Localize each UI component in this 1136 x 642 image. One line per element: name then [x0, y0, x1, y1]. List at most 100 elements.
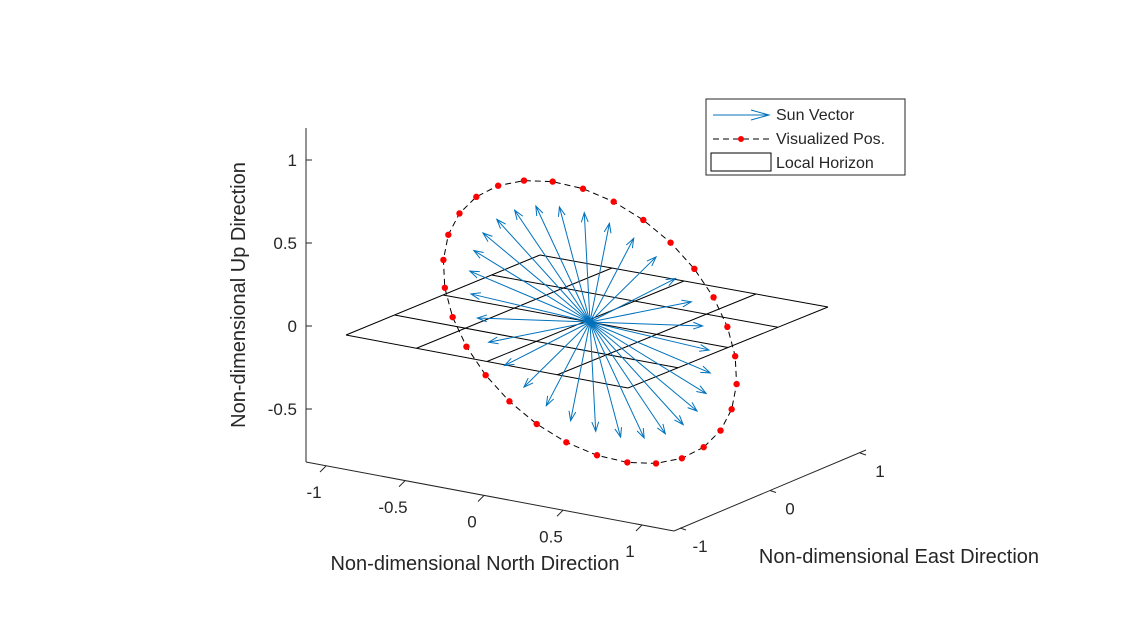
sun-vector-arrow — [469, 270, 591, 323]
x-tick-mark — [477, 495, 485, 502]
position-marker — [691, 265, 698, 273]
sun-vector-arrowhead — [472, 249, 484, 259]
y-tick-mark — [859, 452, 867, 456]
sun-vector-arrow — [482, 232, 591, 323]
position-marker — [494, 182, 502, 189]
position-marker — [506, 398, 513, 405]
position-markers — [440, 177, 740, 467]
sun-vector-arrowhead — [700, 365, 712, 374]
sun-vector-arrowhead — [656, 423, 667, 435]
sun-vector-arrowhead — [681, 299, 693, 308]
sun-vector-arrowhead — [625, 237, 635, 249]
sun-vector-arrow — [589, 321, 703, 327]
sun-vector-arrow — [535, 205, 591, 323]
sun-vector-arrowhead — [665, 277, 677, 287]
x-tick-mark — [556, 509, 564, 517]
sun-vector-arrow — [514, 209, 591, 323]
sun-vector-arrow — [589, 321, 684, 425]
position-marker — [710, 294, 717, 301]
legend: Sun Vector Visualized Pos. Local Horizon — [705, 98, 906, 176]
position-marker — [731, 353, 739, 360]
position-marker — [624, 459, 631, 466]
sun-vector-arrow — [558, 206, 591, 323]
sun-vector-arrow — [589, 223, 610, 323]
sun-vector-arrow — [477, 317, 591, 323]
legend-horizon-swatch — [710, 152, 772, 172]
horizon-grid-line — [491, 274, 779, 328]
position-marker — [549, 178, 556, 185]
sun-vector-arrowhead — [495, 218, 506, 229]
sun-vector-arrow — [589, 321, 707, 394]
sun-vector-arrow — [488, 321, 591, 343]
position-marker — [724, 323, 731, 331]
sun-vector-arrowhead — [687, 402, 699, 412]
x-tick-mark — [398, 480, 406, 488]
legend-label-sun-vector: Sun Vector — [776, 107, 855, 124]
position-marker — [440, 256, 447, 264]
sun-vectors — [468, 204, 712, 440]
position-marker — [456, 210, 463, 217]
sun-vector-arrow — [589, 321, 597, 432]
z-tick-label: 0 — [288, 317, 297, 336]
horizon-grid-line — [539, 254, 829, 308]
position-marker — [441, 284, 449, 291]
position-marker — [610, 198, 617, 205]
position-marker — [473, 193, 480, 201]
y-tick-mark — [769, 490, 777, 493]
position-marker — [717, 427, 724, 434]
sun-vector-arrowhead — [614, 427, 623, 439]
sun-vector-arrowhead — [503, 357, 515, 367]
sun-vector-arrow — [523, 321, 591, 388]
sun-vector-arrowhead — [603, 221, 612, 234]
x-tick-mark — [635, 524, 643, 532]
sun-vector-arrowhead — [487, 336, 499, 345]
sun-vector-arrow — [589, 301, 692, 323]
position-marker — [652, 460, 660, 467]
y-tick-label: 1 — [875, 462, 884, 481]
legend-sun-vector-arrowhead — [750, 109, 771, 121]
position-marker — [667, 239, 674, 246]
sun-vector-arrow — [504, 321, 591, 367]
sun-vector-arrowhead — [580, 211, 589, 223]
tick-labels: -0.5 0 0.5 1 -1 -0.5 0 0.5 1 -1 0 1 — [268, 151, 885, 561]
sun-vector-arrow — [589, 238, 635, 323]
position-marker — [563, 439, 570, 446]
sun-vector-arrowhead — [468, 270, 480, 279]
x-axis-title: Non-dimensional North Direction — [330, 553, 619, 575]
sun-vector-arrowhead — [545, 395, 555, 407]
x-tick-label: 1 — [625, 542, 634, 561]
x-tick-mark — [319, 465, 327, 473]
sun-vector-arrowhead — [481, 232, 493, 242]
position-marker — [482, 371, 489, 379]
sun-vector-arrowhead — [513, 209, 524, 221]
sun-vector-arrowhead — [646, 255, 658, 267]
sun-vector-arrowhead — [535, 204, 544, 217]
sun-vector-arrowhead — [469, 292, 481, 300]
x-tick-label: 0 — [467, 513, 476, 532]
sun-vector-arrow — [589, 277, 676, 323]
position-marker — [728, 406, 735, 413]
legend-path-marker — [738, 136, 744, 142]
sun-vector-arrowhead — [475, 314, 488, 323]
position-marker — [733, 380, 740, 388]
y-tick-mark — [679, 527, 687, 531]
sun-vector-arrow — [473, 250, 591, 323]
y-tick-label: -1 — [692, 537, 707, 556]
sun-vector-arrow — [470, 293, 591, 323]
sun-vector-arrow — [589, 321, 666, 435]
sun-vector-arrow — [589, 321, 710, 351]
x-axis-line — [305, 461, 675, 532]
position-marker — [449, 313, 456, 321]
legend-label-visualized-pos: Visualized Pos. — [776, 131, 885, 148]
sun-vector-arrow — [589, 321, 711, 374]
sun-vector-arrow — [589, 321, 622, 438]
sun-vector-arrow — [545, 321, 591, 406]
z-tick-label: 1 — [288, 151, 297, 170]
y-axis-title: Non-dimensional East Direction — [759, 546, 1039, 568]
sun-vector-arrowhead — [674, 415, 685, 426]
sun-vector-arrowhead — [699, 344, 711, 352]
sun-vector-arrowhead — [591, 421, 600, 433]
x-tick-label: -0.5 — [378, 498, 407, 517]
legend-label-local-horizon: Local Horizon — [776, 155, 874, 172]
